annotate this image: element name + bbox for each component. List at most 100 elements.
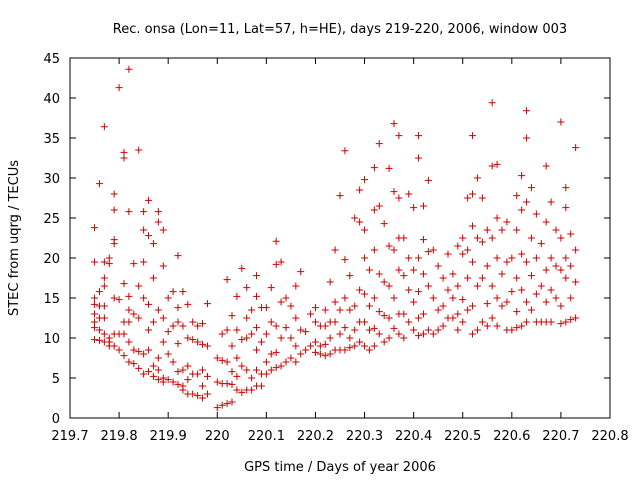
data-point [213, 404, 221, 412]
data-point [110, 294, 118, 302]
data-point [311, 304, 319, 312]
data-point [262, 330, 270, 338]
data-point [233, 292, 241, 300]
data-point [145, 300, 153, 308]
x-tick-label: 220.3 [346, 429, 383, 444]
data-point [469, 330, 477, 338]
data-point [557, 118, 565, 126]
data-point [331, 298, 339, 306]
data-point [346, 272, 354, 280]
data-point [454, 282, 462, 290]
data-point [527, 306, 535, 314]
data-point [282, 294, 290, 302]
data-point [518, 172, 526, 180]
data-point [356, 338, 364, 346]
data-point [95, 288, 103, 296]
data-point [508, 326, 516, 334]
data-point [449, 270, 457, 278]
data-point [277, 362, 285, 370]
data-point [130, 346, 138, 354]
data-point [184, 300, 192, 308]
data-point [434, 262, 442, 270]
data-point [189, 336, 197, 344]
data-point [419, 330, 427, 338]
data-point [356, 218, 364, 226]
data-point [213, 354, 221, 362]
data-point [287, 334, 295, 342]
data-point [562, 184, 570, 192]
data-point [523, 258, 531, 266]
data-point [100, 258, 108, 266]
data-point [424, 326, 432, 334]
data-point [253, 346, 261, 354]
data-point [429, 330, 437, 338]
data-point [370, 164, 378, 172]
data-point [100, 302, 108, 310]
data-point [297, 350, 305, 358]
data-point [292, 342, 300, 350]
data-point [552, 262, 560, 270]
data-point [365, 346, 373, 354]
data-point [164, 294, 172, 302]
data-point [228, 368, 236, 376]
data-point [419, 310, 427, 318]
data-point [199, 394, 207, 402]
data-point [415, 154, 423, 162]
data-point [572, 314, 580, 322]
data-point [361, 176, 369, 184]
data-point [145, 326, 153, 334]
data-point [385, 164, 393, 172]
data-point [110, 240, 118, 248]
data-point [469, 222, 477, 230]
data-point [213, 378, 221, 386]
data-point [444, 250, 452, 258]
data-point [542, 266, 550, 274]
data-point [513, 274, 521, 282]
x-tick-label: 220 [205, 429, 230, 444]
data-point [199, 366, 207, 374]
data-point [253, 272, 261, 280]
data-point [174, 252, 182, 260]
data-point [257, 338, 265, 346]
data-point [179, 322, 187, 330]
data-point [253, 366, 261, 374]
data-point [527, 272, 535, 280]
data-point [346, 344, 354, 352]
data-point [194, 392, 202, 400]
data-point [547, 254, 555, 262]
data-point [469, 132, 477, 140]
data-point [488, 162, 496, 170]
data-point [326, 278, 334, 286]
data-point [105, 260, 113, 268]
x-tick-label: 219.9 [150, 429, 187, 444]
data-point [498, 270, 506, 278]
data-point [395, 194, 403, 202]
data-point [189, 390, 197, 398]
data-point [233, 354, 241, 362]
data-point [336, 192, 344, 200]
data-point [277, 258, 285, 266]
x-tick-label: 220.2 [297, 429, 334, 444]
data-point [503, 298, 511, 306]
data-point [169, 288, 177, 296]
data-point [267, 366, 275, 374]
data-point [135, 348, 143, 356]
data-point [164, 376, 172, 384]
data-point [95, 180, 103, 188]
data-point [375, 202, 383, 210]
data-point [459, 296, 467, 304]
data-point [542, 298, 550, 306]
data-point [233, 386, 241, 394]
data-point [91, 324, 99, 332]
data-point [115, 296, 123, 304]
data-point [513, 226, 521, 234]
data-point [125, 208, 133, 216]
data-point [140, 294, 148, 302]
data-point [272, 260, 280, 268]
data-point [238, 388, 246, 396]
data-point [449, 314, 457, 322]
data-point [523, 298, 531, 306]
data-point [91, 258, 99, 266]
data-point [370, 294, 378, 302]
data-point [523, 134, 531, 142]
